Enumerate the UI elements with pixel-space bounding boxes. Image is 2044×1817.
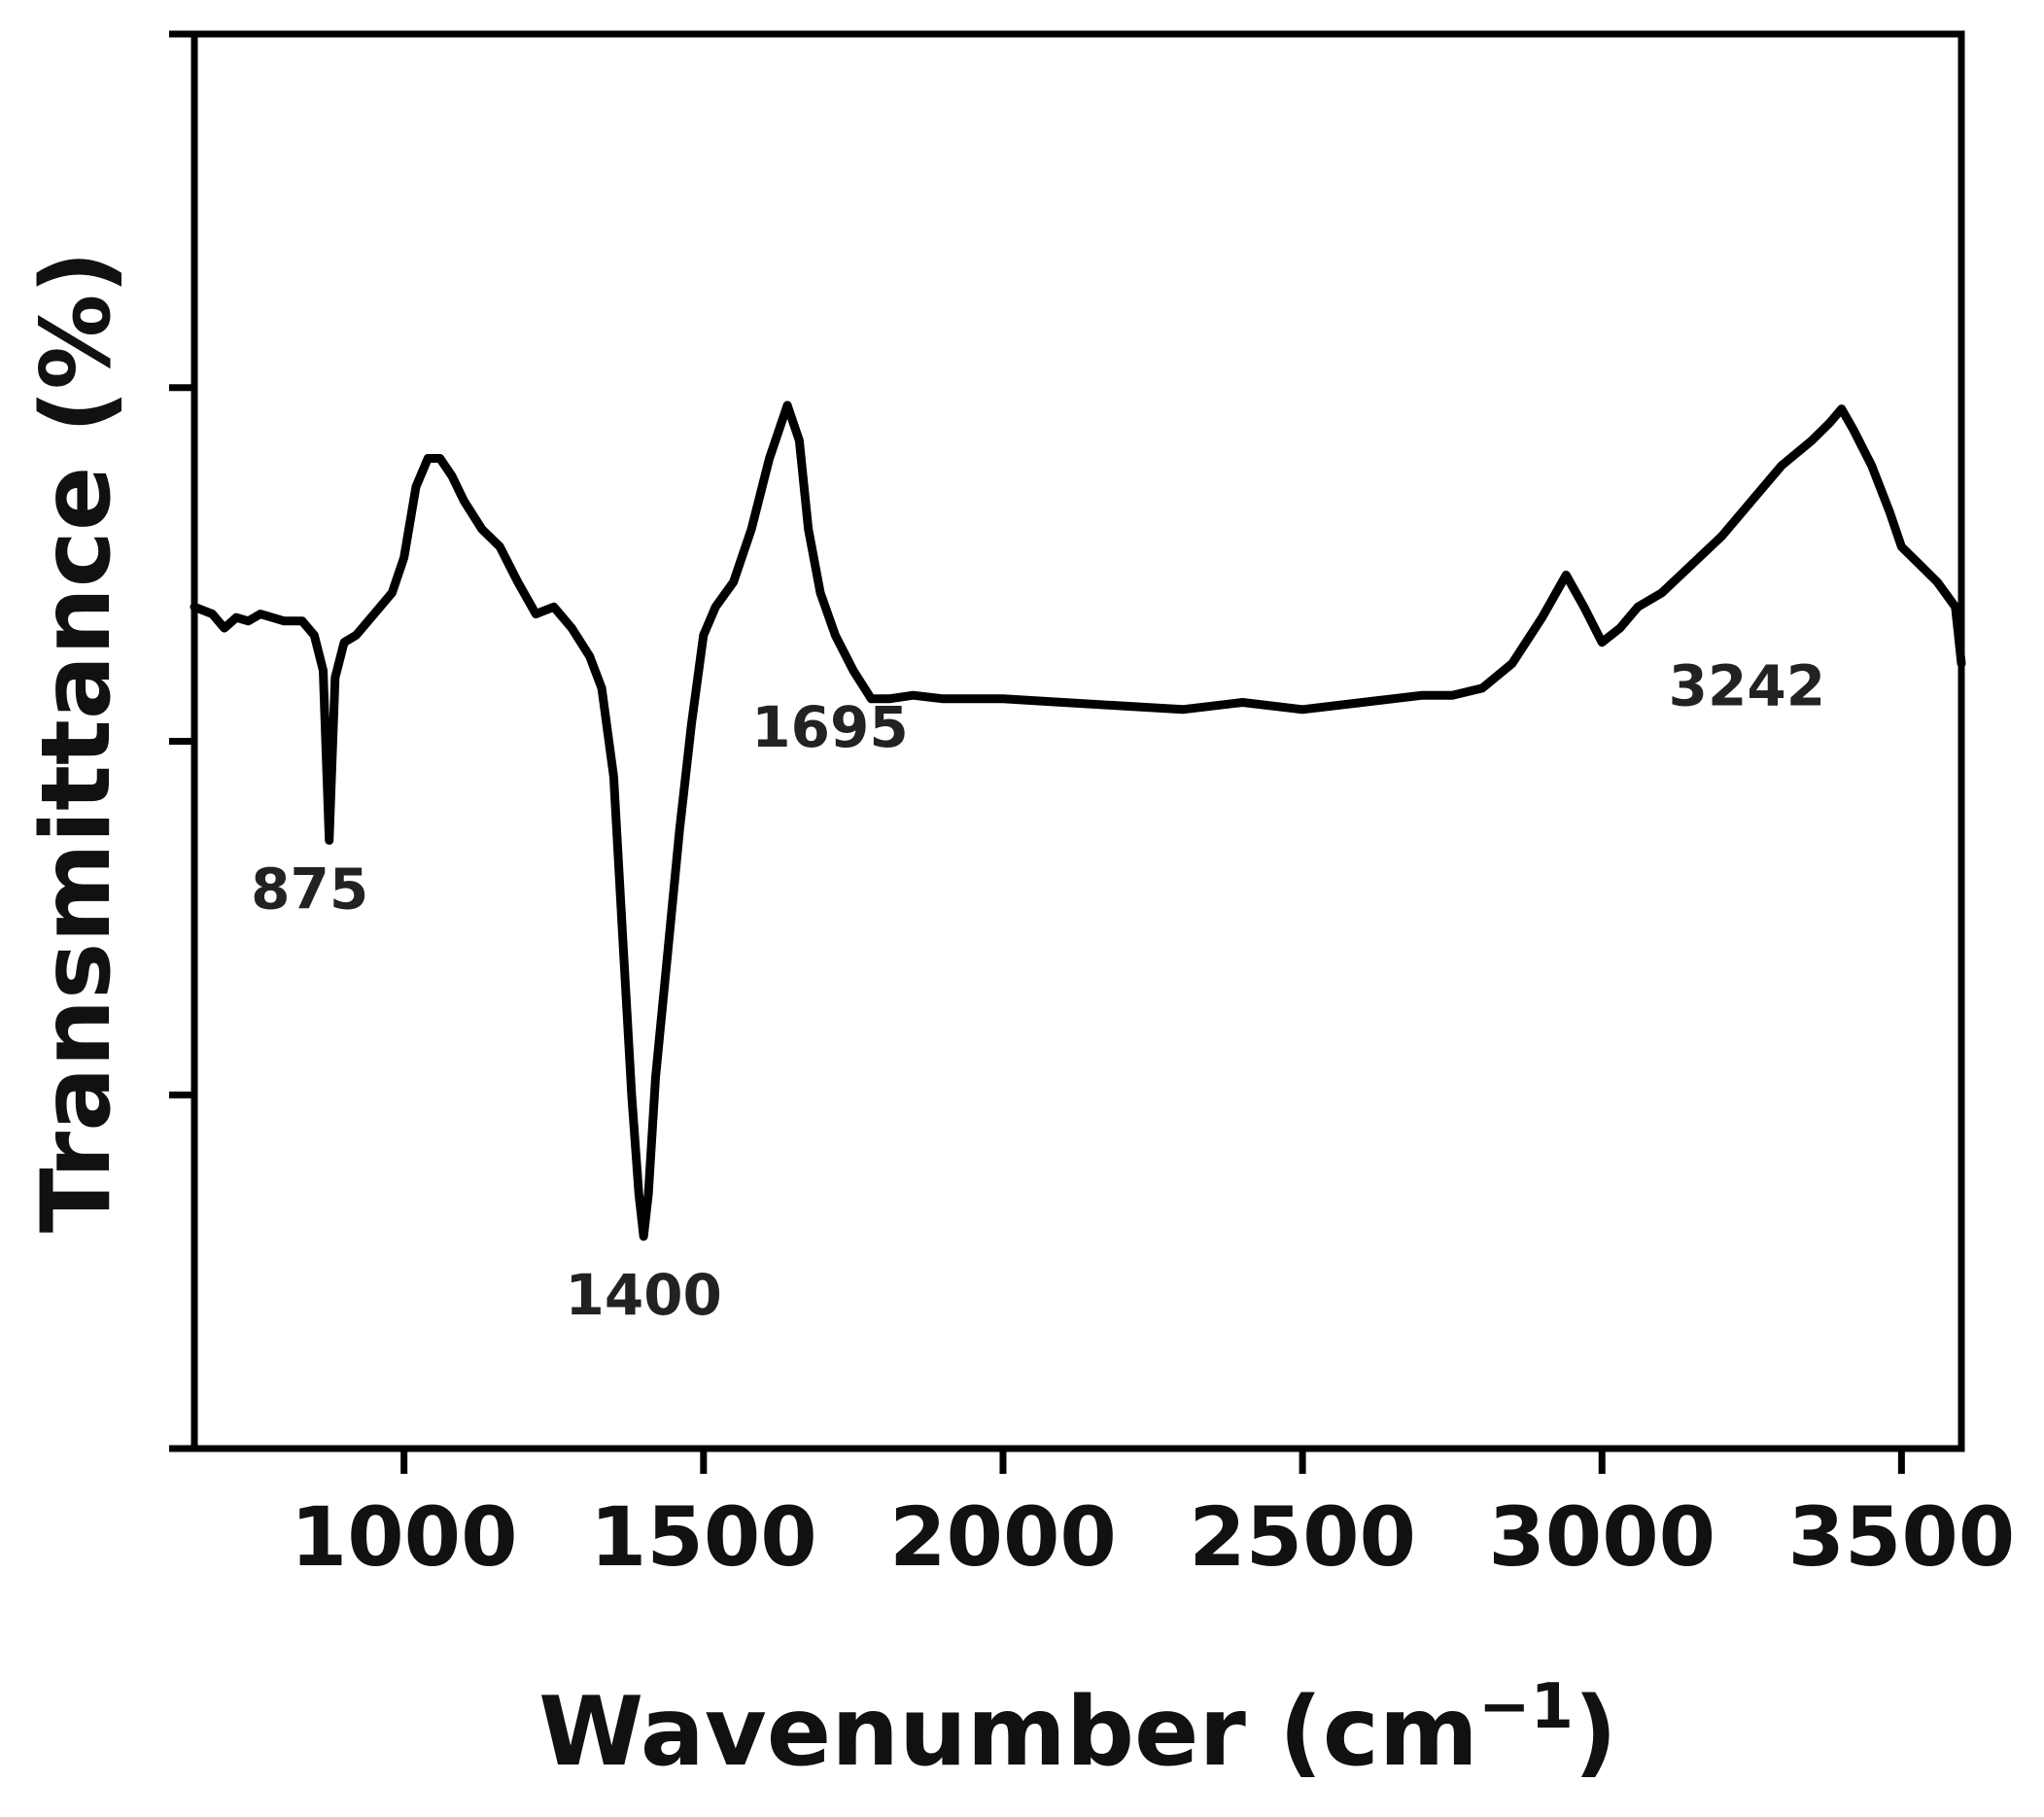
x-axis-title-superscript: −1 bbox=[1478, 1671, 1574, 1743]
peak-label: 3242 bbox=[1669, 652, 1825, 718]
x-tick-label: 1000 bbox=[291, 1489, 518, 1585]
x-tick-label: 3000 bbox=[1488, 1489, 1715, 1585]
x-tick-label: 2500 bbox=[1189, 1489, 1416, 1585]
peak-label: 1400 bbox=[565, 1262, 721, 1328]
y-axis-ticks bbox=[169, 30, 194, 1452]
spectrum-line bbox=[190, 401, 1966, 1241]
x-axis-title-suffix: ) bbox=[1574, 1677, 1617, 1788]
y-axis-title: Transmittance (%) bbox=[21, 251, 132, 1233]
x-axis-title-main: Wavenumber (cm bbox=[538, 1677, 1478, 1788]
peak-annotations: 875 1400 1695 3242 bbox=[251, 652, 1825, 1327]
x-axis-title: Wavenumber (cm−1) bbox=[538, 1671, 1617, 1788]
x-axis-tick-labels: 1000 1500 2000 2500 3000 3500 bbox=[291, 1489, 2015, 1585]
plot-frame bbox=[191, 30, 1965, 1452]
peak-label: 1695 bbox=[751, 694, 908, 760]
x-tick-label: 2000 bbox=[889, 1489, 1117, 1585]
x-tick-label: 3500 bbox=[1787, 1489, 2015, 1585]
x-tick-label: 1500 bbox=[590, 1489, 817, 1585]
x-axis-ticks bbox=[400, 1449, 1905, 1474]
peak-label: 875 bbox=[251, 856, 368, 922]
